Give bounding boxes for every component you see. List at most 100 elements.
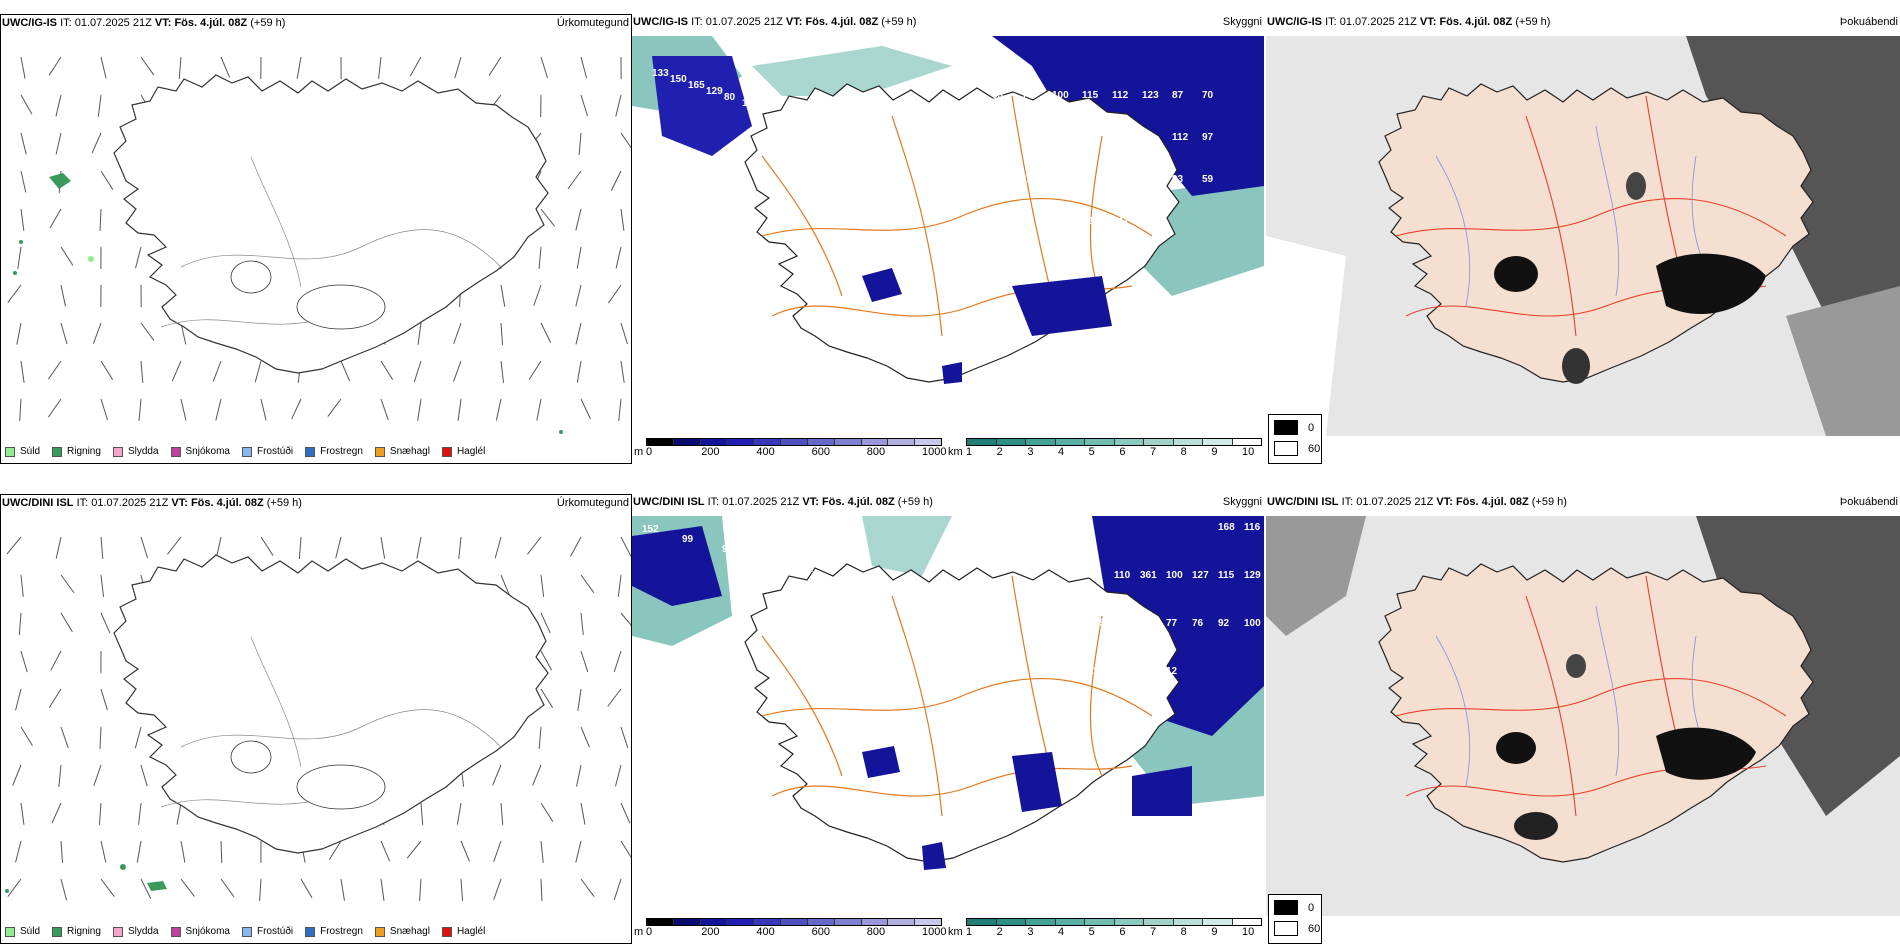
legend-label: Slydda	[127, 926, 159, 937]
wind-barb	[48, 688, 62, 708]
cloud-base-label: 87	[1172, 90, 1184, 101]
cloud-base-label: 70	[992, 132, 1004, 143]
wind-barb	[607, 688, 622, 707]
panel-header: UWC/IG-IS IT: 01.07.2025 21Z VT: Fös. 4.…	[2, 17, 629, 29]
wind-barb	[20, 94, 33, 115]
wind-barb	[20, 56, 26, 79]
legend-swatch	[374, 926, 385, 937]
colorbar-segment	[861, 919, 889, 925]
cloud-base-label: 361	[1140, 570, 1157, 581]
legend-item: Haglél	[441, 446, 485, 457]
colorbar-segment	[1232, 439, 1261, 445]
wind-barb	[340, 878, 345, 901]
colorbar-segment	[1026, 919, 1056, 925]
colorbar-tick: 800	[866, 446, 886, 458]
wind-barb	[618, 398, 622, 421]
cloud-base-label: 75	[1052, 132, 1064, 143]
cloud-base-label: 76	[1052, 216, 1064, 227]
colorbar-segment	[673, 919, 701, 925]
wind-barb	[138, 802, 142, 825]
colorbar-segment	[807, 439, 835, 445]
wind-barb	[500, 574, 510, 596]
wind-barb	[500, 322, 504, 345]
cloud-base-label: 96	[1142, 132, 1154, 143]
colorbar-unit: km	[948, 446, 963, 458]
colorbar-segment	[1055, 919, 1085, 925]
wind-barb	[212, 360, 222, 382]
wind-barb	[495, 398, 502, 421]
wind-barb	[580, 650, 589, 673]
wind-barb	[18, 612, 22, 635]
cloud-base-label: 70	[1142, 174, 1154, 185]
colorbar-segment	[1232, 919, 1261, 925]
legend-item: Snæhagl	[374, 446, 430, 457]
fog-legend-swatch	[1274, 441, 1298, 456]
colorbar-tick: 2	[996, 446, 1003, 458]
wind-barb	[20, 726, 33, 747]
wind-barb	[55, 536, 62, 559]
wind-barb	[613, 650, 622, 673]
wind-barb	[613, 878, 622, 901]
cloud-base-label: 110	[1114, 570, 1131, 581]
wind-barb	[260, 536, 274, 556]
colorbar-segment	[754, 919, 782, 925]
wind-barb	[19, 398, 22, 421]
colorbar-segment	[1203, 439, 1233, 445]
legend-item: Súld	[5, 446, 40, 457]
colorbar-tick: 1000	[922, 446, 947, 458]
fog-legend-row: 60	[1274, 921, 1320, 936]
legend-item: Rigning	[52, 446, 101, 457]
wind-barb	[416, 536, 422, 559]
wind-barb	[60, 878, 68, 901]
wind-barb	[538, 246, 542, 269]
wind-barb	[540, 650, 553, 671]
wind-barb	[167, 536, 182, 555]
wind-barb	[180, 398, 187, 421]
wind-barb	[100, 56, 107, 79]
cloud-base-label: 112	[1172, 132, 1189, 143]
colorbar-tick: 8	[1180, 926, 1187, 938]
cloud-base-label: 76	[1022, 90, 1034, 101]
legend-item: Frostúði	[241, 446, 293, 457]
wind-barb	[135, 246, 142, 269]
legend-item: Slydda	[112, 926, 159, 937]
colorbar-segment	[1173, 439, 1203, 445]
colorbar-segment	[834, 919, 862, 925]
colorbar-segment	[647, 439, 674, 445]
cloud-map: 152 99 90 79 82 104 168 116 151 96 110 361 100 127 115…	[632, 516, 1264, 916]
panel-header: UWC/DINI ISL IT: 01.07.2025 21Z VT: Fös.…	[2, 497, 629, 509]
wind-barb	[580, 56, 588, 79]
wind-barb	[500, 802, 504, 825]
colorbar-segment	[888, 439, 916, 445]
wind-barb	[615, 246, 622, 269]
wind-barb	[91, 132, 102, 154]
height-colorbar: m 0 200 400 600 800 1000	[634, 918, 946, 940]
cloud-base-label: 113	[992, 174, 1009, 185]
legend-swatch	[5, 446, 15, 457]
wind-barb	[417, 322, 422, 345]
height-colorbar: m 0 200 400 600 800 1000	[634, 438, 946, 460]
wind-barb	[254, 360, 262, 383]
wind-barb	[620, 360, 625, 383]
cloud-base-label: 110	[1114, 666, 1131, 677]
colorbar-segment	[727, 919, 755, 925]
wind-barb	[99, 208, 102, 232]
wind-barb	[417, 398, 422, 421]
wind-barb	[540, 840, 544, 863]
cloud-base-label: 127	[1192, 570, 1209, 581]
wind-barb	[180, 840, 186, 863]
legend-label: Haglél	[456, 926, 486, 937]
wind-barb	[20, 170, 27, 193]
colorbar-tick: 1000	[922, 926, 947, 938]
legend-label: Rigning	[67, 926, 101, 937]
colorbar-segment	[754, 439, 782, 445]
colorbar-segment	[915, 439, 941, 445]
colorbar-tick: 600	[811, 926, 830, 938]
legend-item: Frostregn	[305, 926, 363, 937]
legend-swatch	[112, 926, 123, 937]
wind-barb	[580, 94, 589, 117]
colorbar-tick: 1	[966, 926, 973, 938]
wind-barb	[378, 56, 382, 79]
panel-header: UWC/DINI ISL IT: 01.07.2025 21Z VT: Fös.…	[633, 496, 1262, 508]
legend-item: Rigning	[52, 926, 101, 937]
